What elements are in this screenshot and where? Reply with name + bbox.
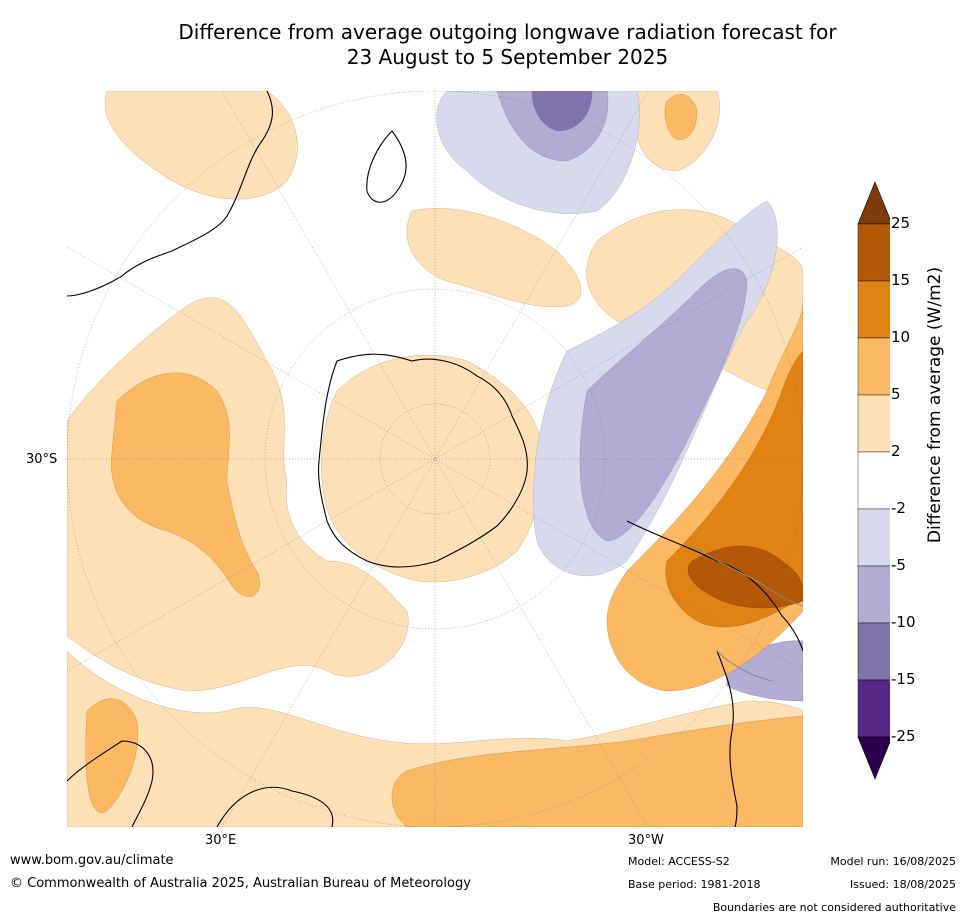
colorbar-tick-label: -10 xyxy=(891,613,916,631)
colorbar-band xyxy=(857,451,890,510)
longitude-label-30e: 30°E xyxy=(205,833,237,848)
colorbar-label: Difference from average (W/m2) xyxy=(925,266,945,544)
coastline-new-zealand xyxy=(366,130,407,203)
map-title-line-1: Difference from average outgoing longwav… xyxy=(178,20,837,44)
border-south-america-inner xyxy=(716,650,773,682)
colorbar-tick-label: 2 xyxy=(891,442,901,460)
anomaly-region-indian-ocean-warm xyxy=(111,372,260,597)
colorbar-tick-label: 25 xyxy=(891,214,911,232)
footer-model: Model: ACCESS-S2 xyxy=(628,855,730,868)
footer-site-link[interactable]: www.bom.gov.au/climate xyxy=(10,853,174,868)
meridian-60e xyxy=(67,246,803,672)
colorbar-band xyxy=(857,565,890,624)
colorbar-tick-label: -5 xyxy=(891,556,906,574)
coastline-antarctica xyxy=(318,353,528,568)
colorbar-band xyxy=(857,622,890,681)
colorbar-tick-label: 5 xyxy=(891,385,901,403)
map-title: Difference from average outgoing longwav… xyxy=(100,20,915,70)
footer-model-run: Model run: 16/08/2025 xyxy=(830,855,956,868)
colorbar-tick-label: 10 xyxy=(891,328,911,346)
anomaly-region-south-africa-warm xyxy=(85,698,139,813)
border-south-america xyxy=(691,545,803,607)
coastline-southern-africa xyxy=(67,740,334,827)
coastlines xyxy=(67,91,803,827)
colorbar-under-arrow xyxy=(857,736,890,780)
anomaly-region-small-warm-patch xyxy=(664,94,698,141)
coastline-south-america xyxy=(626,520,803,827)
colorbar-band xyxy=(857,337,890,396)
map-title-line-2: 23 August to 5 September 2025 xyxy=(346,45,669,69)
meridian-30e xyxy=(221,91,649,827)
footer-boundaries-note: Boundaries are not considered authoritat… xyxy=(712,901,956,914)
colorbar-band xyxy=(857,280,890,339)
latitude-label-30s: 30°S xyxy=(26,452,58,467)
anomaly-region-australia-west xyxy=(105,91,298,200)
footer-issued: Issued: 18/08/2025 xyxy=(849,878,956,891)
olr-anomaly-map xyxy=(67,91,803,827)
colorbar-tick-label: -2 xyxy=(891,499,906,517)
colorbar-tick-label: -25 xyxy=(891,727,916,745)
meridian-30w xyxy=(221,91,649,827)
coastline-australia xyxy=(67,91,273,297)
anomaly-fields xyxy=(67,91,803,827)
anomaly-region-pacific-north xyxy=(406,208,581,307)
anomaly-region-east-pacific-mid-negative xyxy=(579,268,748,542)
graticule xyxy=(67,91,803,827)
colorbar-over-arrow xyxy=(857,181,890,225)
colorbar-band xyxy=(857,508,890,567)
longitude-label-30w: 30°W xyxy=(628,833,664,848)
anomaly-region-pacific-core-negative xyxy=(531,91,593,132)
colorbar xyxy=(857,181,890,780)
anomaly-region-south-indian-warm xyxy=(391,715,803,827)
colorbar-tick-label: 15 xyxy=(891,271,911,289)
political-borders xyxy=(691,545,803,682)
meridian-60w xyxy=(67,246,803,672)
footer-copyright: © Commonwealth of Australia 2025, Austra… xyxy=(10,876,471,891)
anomaly-region-antarctica xyxy=(321,355,544,583)
colorbar-band xyxy=(857,679,890,738)
colorbar-tick-label: -15 xyxy=(891,670,916,688)
footer-base-period: Base period: 1981-2018 xyxy=(628,878,761,891)
colorbar-band xyxy=(857,223,890,282)
map-panel xyxy=(67,91,803,827)
colorbar-band xyxy=(857,394,890,453)
